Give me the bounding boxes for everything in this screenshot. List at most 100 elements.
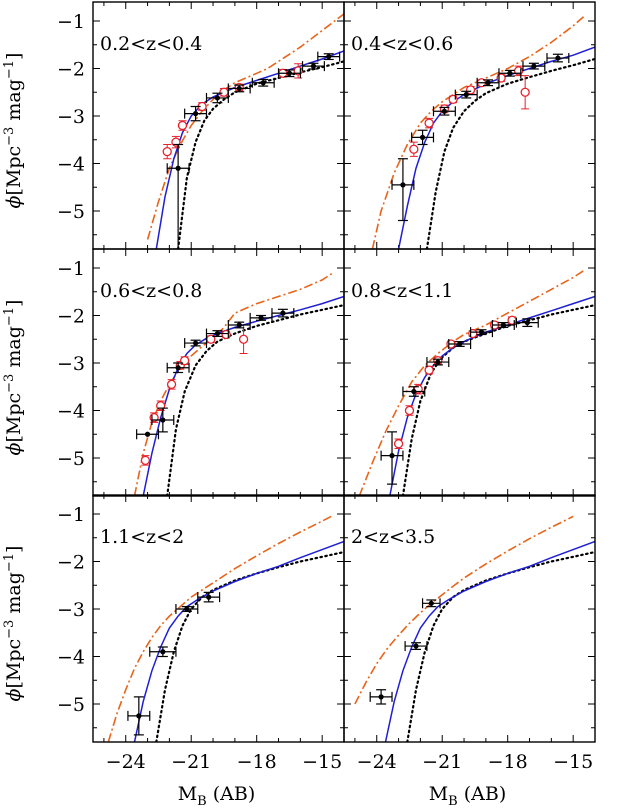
black-data-point (310, 63, 317, 69)
black-data-point (136, 713, 142, 719)
x-axis-label-main: M (178, 783, 197, 805)
y-axis-label-part: ] (3, 300, 25, 307)
y-axis-label-part: ] (3, 53, 25, 60)
black-data-point (236, 322, 242, 328)
red-open-point (219, 87, 229, 97)
x-tick-label: −15 (553, 751, 593, 773)
y-tick-label: −2 (57, 306, 85, 328)
y-axis-label-part: ϕ (3, 195, 25, 208)
black-data-point (326, 54, 332, 60)
black-data-point (428, 600, 434, 606)
black-data-point (214, 330, 221, 337)
panel: 2<z<3.5 −24 −21 −18 −15 MB (AB) (343, 494, 596, 809)
black-data-point (160, 649, 166, 655)
red-open-point (468, 328, 478, 339)
black-data-point (500, 322, 506, 328)
black-data-point (175, 365, 181, 371)
panel-frame (343, 248, 596, 497)
panel-plot-area (133, 272, 344, 496)
y-axis-label: ϕ[Mpc−3 mag−1] (2, 546, 25, 702)
y-axis-label-part: [Mpc (3, 639, 25, 689)
panel: 1.1<z<2−1−2−3−4−5ϕ[Mpc−3 mag−1]−24 −21 −18… (2, 494, 345, 809)
y-axis-label-part: −3 (2, 127, 17, 146)
panel: 0.8<z<1.1 (343, 248, 596, 497)
red-open-point (393, 439, 404, 449)
y-tick-label: −4 (57, 647, 85, 669)
blue-fit-curve (133, 540, 344, 742)
red-open-point (424, 365, 434, 375)
black-data-point (192, 111, 199, 117)
y-axis-label-part: [Mpc (3, 393, 25, 443)
black-data-point (478, 329, 485, 335)
y-axis-label-part: −3 (2, 620, 17, 639)
black-data-point (441, 108, 447, 114)
red-open-point (404, 405, 415, 416)
y-axis-label: ϕ[Mpc−3 mag−1] (2, 53, 25, 209)
black-data-point (160, 417, 166, 423)
y-axis-label-part: mag (3, 79, 25, 127)
x-tick-label: −21 (171, 751, 211, 773)
black-data-point (389, 453, 395, 459)
x-axis-label-unit: (AB) (458, 783, 507, 805)
orange-dashdot-curve (133, 272, 334, 496)
black-data-point (555, 55, 561, 61)
black-data-point (175, 165, 181, 171)
dotted-model-curve (155, 550, 344, 742)
y-axis-label-part: −1 (2, 60, 17, 79)
black-data-point (260, 80, 266, 86)
red-open-point (409, 144, 419, 154)
black-data-point (378, 694, 384, 700)
black-data-point (435, 359, 441, 365)
black-data-point (400, 182, 406, 188)
red-open-point (520, 87, 530, 97)
red-open-point (496, 73, 506, 83)
panel-redshift-label: 0.2<z<0.4 (100, 33, 202, 55)
red-open-point (238, 334, 249, 344)
panel-redshift-label: 1.1<z<2 (100, 526, 184, 548)
panel-redshift-label: 2<z<3.5 (351, 526, 435, 548)
black-data-point (192, 340, 199, 346)
panel: 0.2<z<0.4−1−2−3−4−5ϕ[Mpc−3 mag−1] (2, 1, 345, 250)
dotted-model-curve (401, 304, 595, 496)
black-data-point (206, 594, 212, 600)
y-axis-label: ϕ[Mpc−3 mag−1] (2, 300, 25, 456)
dotted-model-curve (177, 60, 344, 249)
panel-plot-area (107, 514, 344, 742)
red-open-point (177, 120, 188, 131)
blue-fit-curve (384, 540, 595, 742)
black-data-point (457, 341, 463, 347)
red-open-point (507, 315, 517, 325)
black-data-point (507, 70, 513, 76)
y-tick-label: −2 (57, 59, 85, 81)
x-axis-label: MB (AB) (429, 783, 507, 809)
panel-redshift-label: 0.8<z<1.1 (351, 280, 453, 302)
y-tick-label: −4 (57, 154, 85, 176)
red-open-point (166, 379, 177, 390)
x-tick-label: −24 (106, 751, 146, 773)
black-data-point (531, 63, 537, 69)
x-tick-label: −18 (237, 751, 277, 773)
panel-grid: 0.2<z<0.4−1−2−3−4−5ϕ[Mpc−3 mag−1]0.4<z<0… (2, 1, 596, 809)
y-axis-label-part: ϕ (3, 688, 25, 701)
blue-fit-curve (397, 46, 595, 249)
panel: 0.4<z<0.6 (343, 1, 596, 250)
dotted-model-curve (406, 550, 595, 742)
y-axis-label-part: mag (3, 572, 25, 620)
y-axis-label-part: −1 (2, 307, 17, 326)
y-tick-label: −5 (57, 694, 85, 716)
black-data-point (524, 320, 530, 326)
y-axis-label-part: ] (3, 546, 25, 553)
orange-dashdot-curve (107, 514, 334, 742)
panel: 0.6<z<0.8−1−2−3−4−5ϕ[Mpc−3 mag−1] (2, 248, 345, 497)
red-open-point (221, 329, 231, 340)
black-data-point (286, 70, 293, 76)
black-data-point (485, 80, 491, 86)
y-tick-label: −2 (57, 552, 85, 574)
y-tick-label: −3 (57, 353, 85, 375)
y-axis-label-part: [Mpc (3, 146, 25, 196)
y-tick-label: −3 (57, 106, 85, 128)
y-tick-label: −1 (57, 11, 85, 33)
black-data-point (236, 85, 242, 92)
black-data-point (258, 315, 264, 321)
